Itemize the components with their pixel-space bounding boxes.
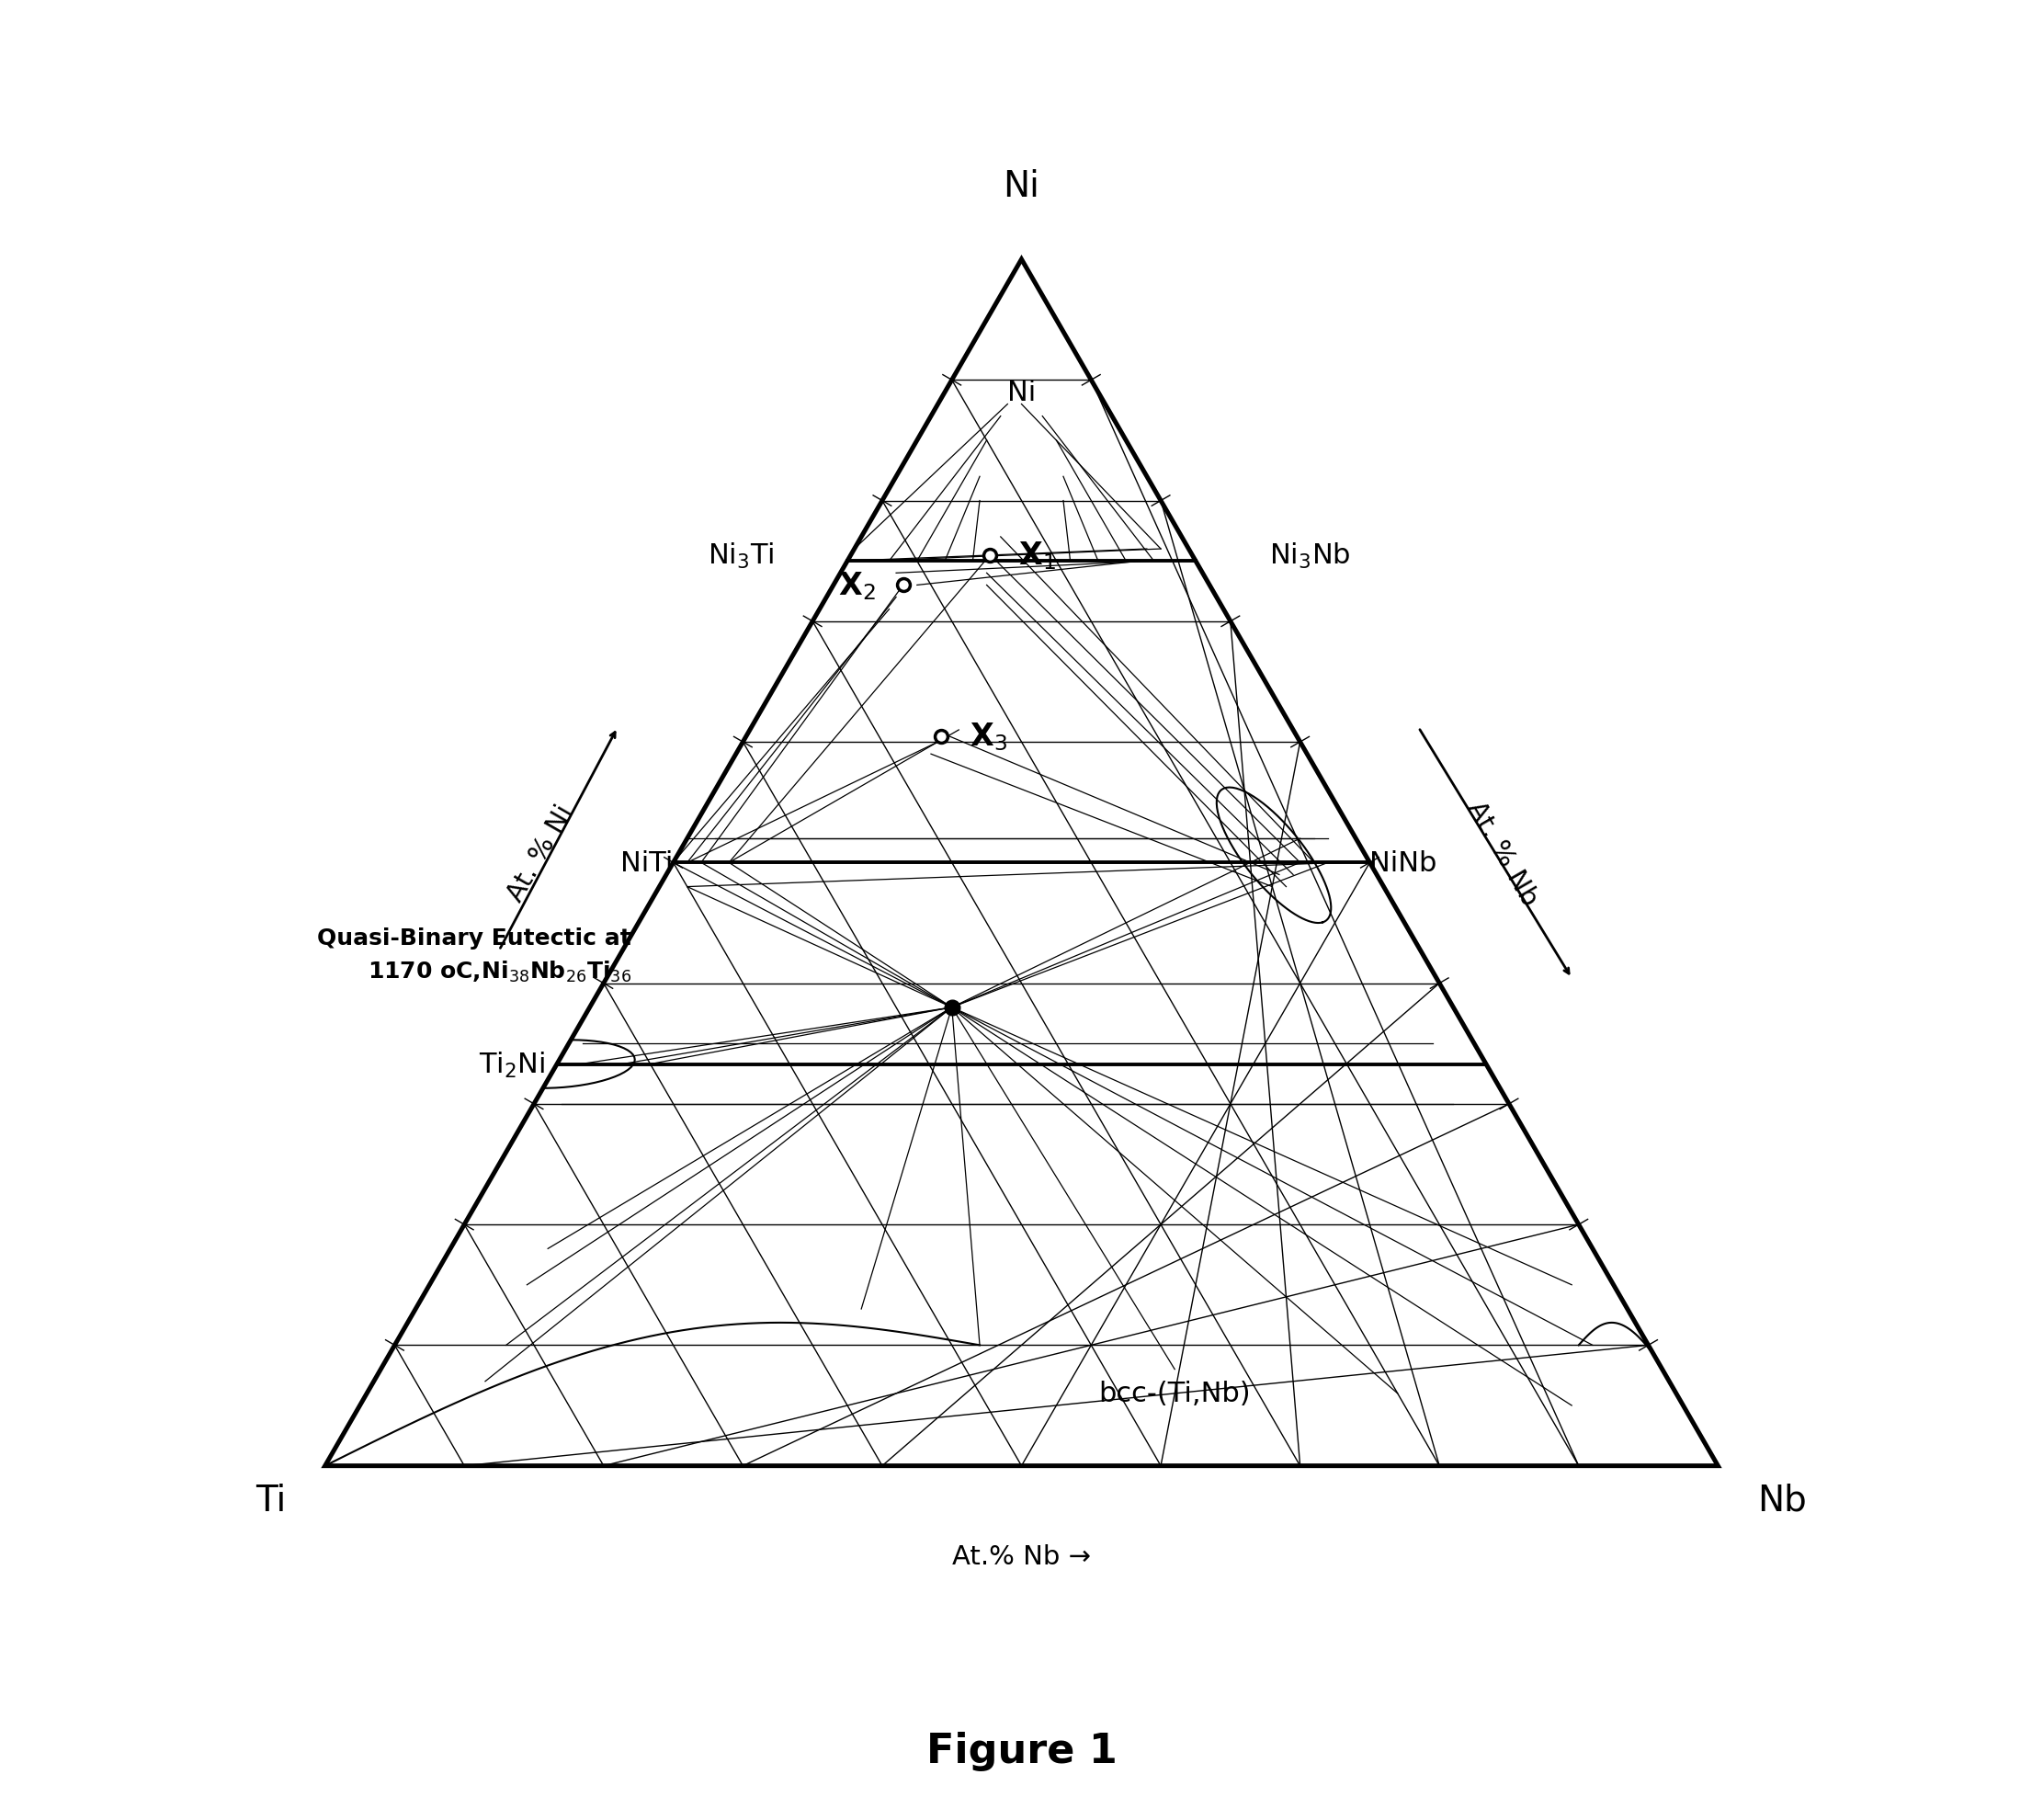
Text: NiNb: NiNb: [1369, 850, 1436, 875]
Text: Nb: Nb: [1757, 1483, 1806, 1518]
Text: At. % Ni: At. % Ni: [503, 801, 578, 906]
Text: Ni: Ni: [1003, 169, 1040, 204]
Text: X$_1$: X$_1$: [1017, 539, 1056, 571]
Text: X$_2$: X$_2$: [838, 570, 874, 602]
Text: X$_3$: X$_3$: [968, 721, 1007, 752]
Text: NiTi: NiTi: [621, 850, 674, 875]
Text: At.% Nb →: At.% Nb →: [952, 1543, 1091, 1569]
Text: Ti$_2$Ni: Ti$_2$Ni: [480, 1050, 545, 1079]
Text: Ti: Ti: [255, 1483, 286, 1518]
Text: Ni$_3$Nb: Ni$_3$Nb: [1269, 541, 1350, 570]
Text: Quasi-Binary Eutectic at
1170 oC,Ni$_{38}$Nb$_{26}$Ti$_{36}$: Quasi-Binary Eutectic at 1170 oC,Ni$_{38…: [317, 928, 631, 985]
Text: bcc-(Ti,Nb): bcc-(Ti,Nb): [1099, 1380, 1250, 1407]
Text: Figure 1: Figure 1: [925, 1731, 1118, 1771]
Text: At. % Nb: At. % Nb: [1463, 797, 1542, 910]
Text: Ni: Ni: [1007, 379, 1036, 406]
Text: Ni$_3$Ti: Ni$_3$Ti: [707, 541, 774, 570]
